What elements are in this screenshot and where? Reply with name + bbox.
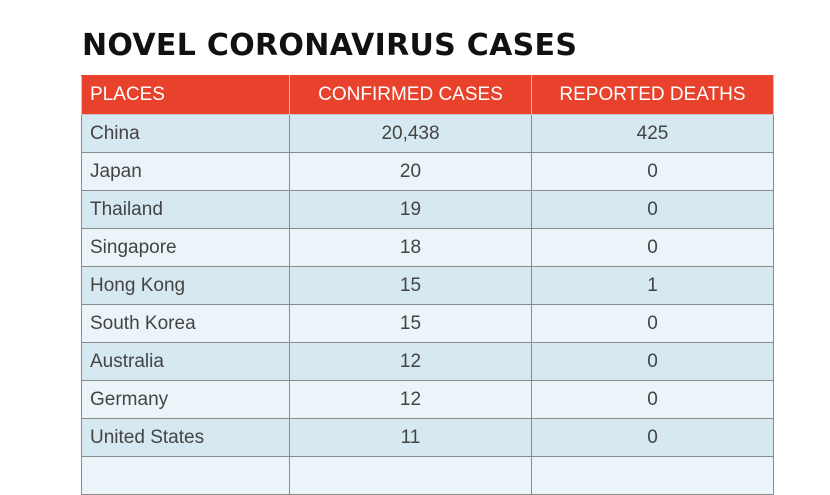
- table-row: United States 11 0: [81, 418, 774, 457]
- table-row-partial: [81, 456, 774, 495]
- place-cell: South Korea: [81, 304, 290, 343]
- reported-deaths-cell: 0: [531, 228, 774, 267]
- reported-deaths-cell: 0: [531, 190, 774, 229]
- place-cell: Australia: [81, 342, 290, 381]
- table-row: Singapore 18 0: [81, 228, 774, 267]
- confirmed-cases-cell: 19: [289, 190, 532, 229]
- confirmed-cases-cell: 11: [289, 418, 532, 457]
- table-header-row: PLACES CONFIRMED CASES REPORTED DEATHS: [81, 75, 774, 115]
- table-row: China 20,438 425: [81, 114, 774, 153]
- table-row: South Korea 15 0: [81, 304, 774, 343]
- place-cell: Hong Kong: [81, 266, 290, 305]
- table-row: Thailand 19 0: [81, 190, 774, 229]
- confirmed-cases-cell: [289, 456, 532, 495]
- confirmed-cases-cell: 15: [289, 266, 532, 305]
- confirmed-cases-cell: 12: [289, 342, 532, 381]
- table-row: Hong Kong 15 1: [81, 266, 774, 305]
- reported-deaths-cell: 0: [531, 418, 774, 457]
- confirmed-cases-cell: 18: [289, 228, 532, 267]
- place-cell: Japan: [81, 152, 290, 191]
- confirmed-cases-cell: 20,438: [289, 114, 532, 153]
- reported-deaths-cell: 0: [531, 342, 774, 381]
- reported-deaths-cell: 0: [531, 304, 774, 343]
- column-header-confirmed-cases: CONFIRMED CASES: [289, 75, 532, 115]
- place-cell: China: [81, 114, 290, 153]
- confirmed-cases-cell: 12: [289, 380, 532, 419]
- place-cell: [81, 456, 290, 495]
- reported-deaths-cell: [531, 456, 774, 495]
- place-cell: Singapore: [81, 228, 290, 267]
- cases-table: PLACES CONFIRMED CASES REPORTED DEATHS C…: [81, 75, 774, 495]
- table-row: Germany 12 0: [81, 380, 774, 419]
- reported-deaths-cell: 1: [531, 266, 774, 305]
- reported-deaths-cell: 0: [531, 380, 774, 419]
- confirmed-cases-cell: 20: [289, 152, 532, 191]
- place-cell: United States: [81, 418, 290, 457]
- column-header-reported-deaths: REPORTED DEATHS: [531, 75, 774, 115]
- place-cell: Germany: [81, 380, 290, 419]
- reported-deaths-cell: 425: [531, 114, 774, 153]
- page-title: NOVEL CORONAVIRUS CASES: [82, 28, 578, 63]
- reported-deaths-cell: 0: [531, 152, 774, 191]
- confirmed-cases-cell: 15: [289, 304, 532, 343]
- column-header-places: PLACES: [81, 75, 290, 115]
- table-row: Japan 20 0: [81, 152, 774, 191]
- place-cell: Thailand: [81, 190, 290, 229]
- cases-table-container: PLACES CONFIRMED CASES REPORTED DEATHS C…: [81, 75, 774, 495]
- table-row: Australia 12 0: [81, 342, 774, 381]
